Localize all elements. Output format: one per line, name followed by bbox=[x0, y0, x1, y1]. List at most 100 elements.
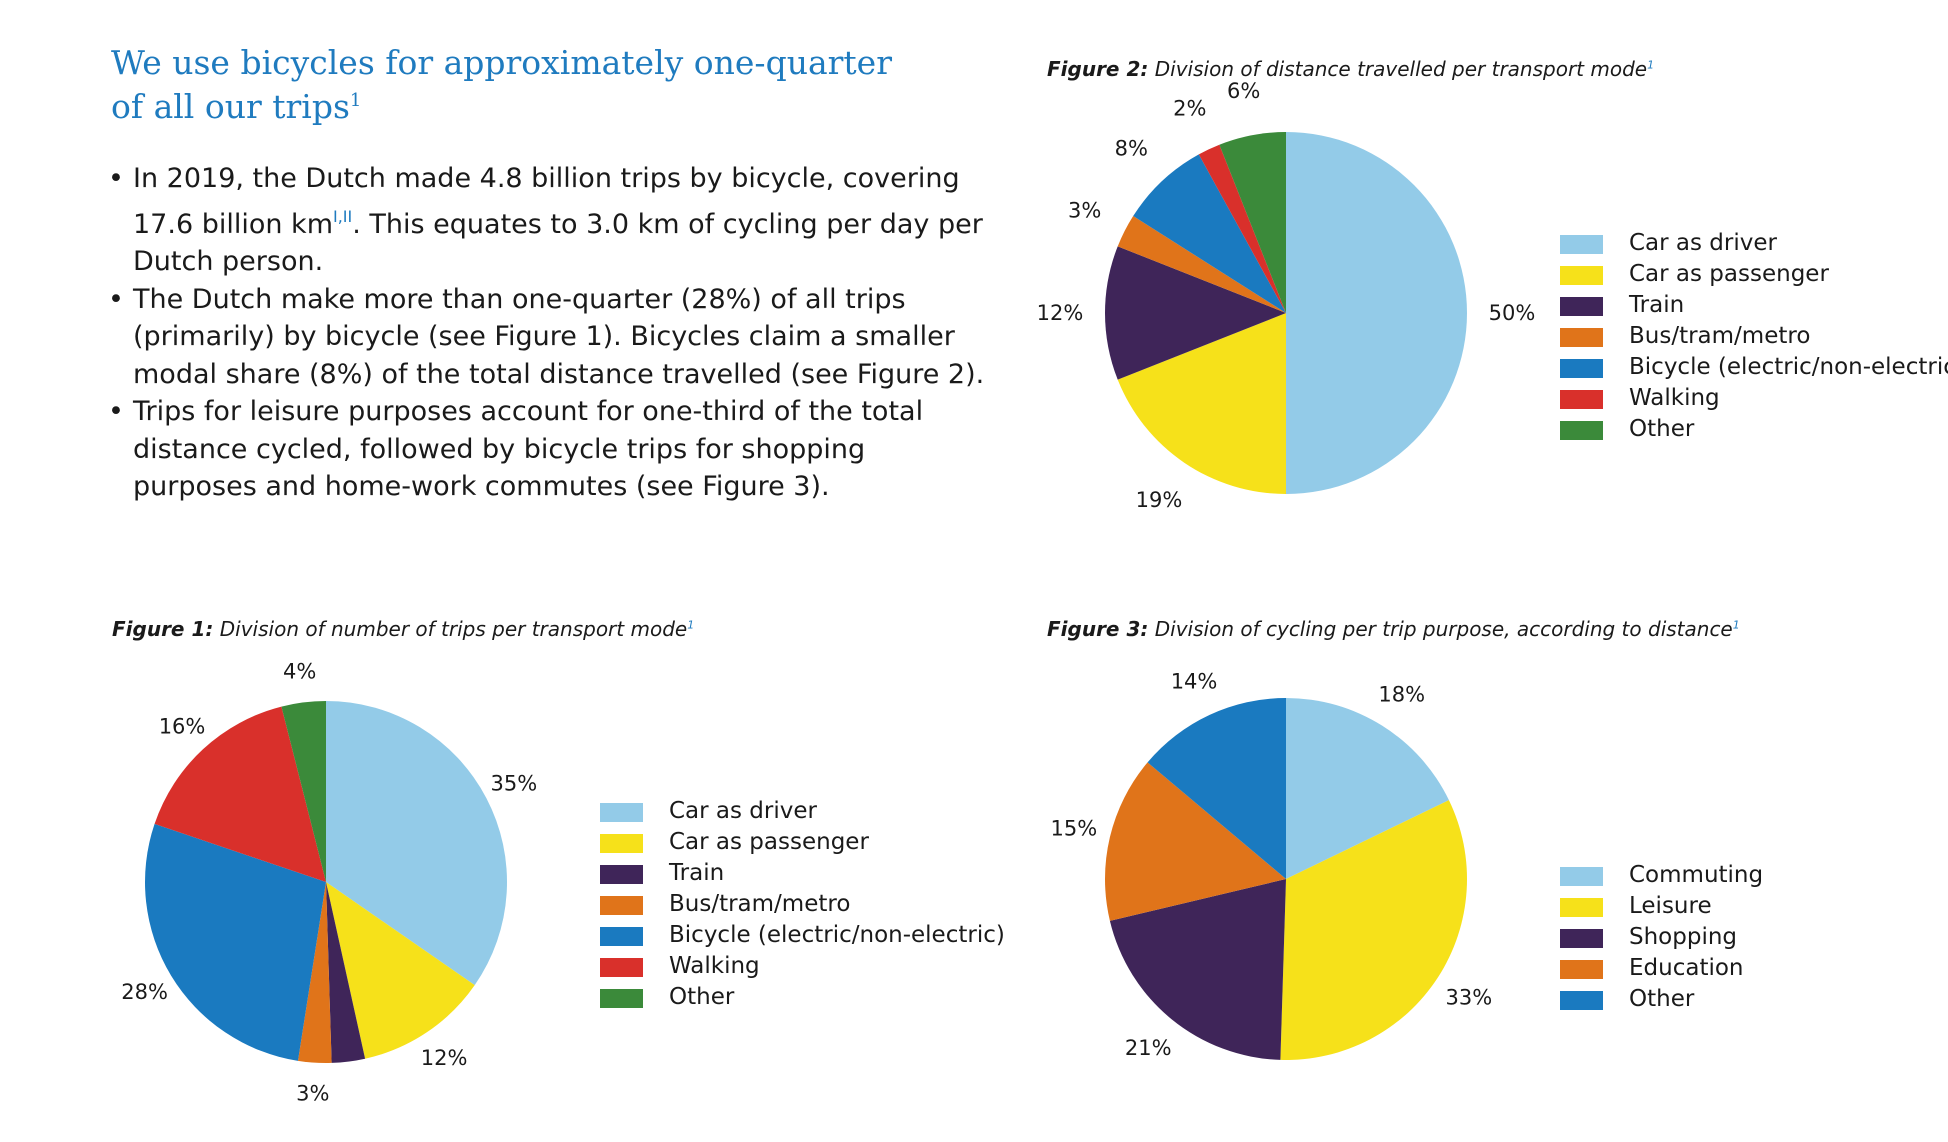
legend-item: Car as passenger bbox=[600, 827, 1005, 858]
data-label: 12% bbox=[1037, 301, 1084, 325]
data-label: 33% bbox=[1446, 986, 1493, 1010]
legend-swatch bbox=[1560, 297, 1603, 316]
key-facts-list: In 2019, the Dutch made 4.8 billion trip… bbox=[108, 160, 988, 506]
legend-swatch bbox=[1560, 867, 1603, 886]
legend-swatch bbox=[1560, 328, 1603, 347]
legend-item: Bus/tram/metro bbox=[600, 889, 1005, 920]
legend-swatch bbox=[1560, 898, 1603, 917]
pie-slice-other bbox=[1219, 132, 1286, 313]
legend-swatch bbox=[1560, 421, 1603, 440]
legend-item: Train bbox=[600, 858, 1005, 889]
figure-1-pie-chart: 35% 12% 3% 28% 16% 4% bbox=[121, 660, 537, 1106]
pie-slice-walking bbox=[1198, 144, 1286, 313]
legend-item: Walking bbox=[600, 951, 1005, 982]
legend-swatch bbox=[1560, 390, 1603, 409]
pie-slice-bicycle-electric-non-electric bbox=[1133, 154, 1286, 313]
legend-swatch bbox=[600, 896, 643, 915]
pie-slice-car-as-passenger bbox=[326, 882, 475, 1059]
legend-swatch bbox=[1560, 266, 1603, 285]
legend-label: Commuting bbox=[1629, 862, 1764, 888]
pie-slice-bicycle-electric-non-electric bbox=[144, 823, 326, 1061]
legend-item: Other bbox=[1560, 414, 1948, 445]
bullet-item: The Dutch make more than one-quarter (28… bbox=[108, 281, 988, 394]
data-label: 18% bbox=[1378, 682, 1425, 706]
legend-item: Bus/tram/metro bbox=[1560, 321, 1948, 352]
legend-swatch bbox=[1560, 359, 1603, 378]
legend-item: Other bbox=[1560, 984, 1763, 1015]
figure-2-legend: Car as driver Car as passenger Train Bus/tr… bbox=[1560, 228, 1948, 445]
pie-slice-train bbox=[326, 882, 366, 1063]
legend-label: Walking bbox=[669, 953, 760, 979]
pie-slice-car-as-driver bbox=[326, 701, 507, 986]
legend-label: Bicycle (electric/non-electric) bbox=[669, 922, 1005, 948]
footnote-ref[interactable]: I,II bbox=[333, 206, 353, 226]
legend-item: Car as driver bbox=[600, 796, 1005, 827]
data-label: 50% bbox=[1489, 301, 1536, 325]
data-label: 35% bbox=[490, 772, 537, 796]
data-label: 14% bbox=[1171, 669, 1218, 693]
legend-item: Shopping bbox=[1560, 922, 1763, 953]
bullet-item: Trips for leisure purposes account for o… bbox=[108, 393, 988, 506]
pie-slice-bus-tram-metro bbox=[1117, 216, 1286, 313]
legend-label: Education bbox=[1629, 955, 1744, 981]
pie-slice-car-as-driver bbox=[1286, 132, 1467, 494]
data-label: 3% bbox=[296, 1082, 329, 1106]
legend-item: Bicycle (electric/non-electric) bbox=[600, 920, 1005, 951]
data-label: 3% bbox=[1068, 198, 1101, 222]
legend-item: Bicycle (electric/non-electric) bbox=[1560, 352, 1948, 383]
pie-slice-other bbox=[281, 701, 326, 882]
legend-label: Walking bbox=[1629, 385, 1720, 411]
figure-3-caption: Figure 3: Division of cycling per trip p… bbox=[1047, 617, 1740, 641]
data-label: 12% bbox=[421, 1046, 468, 1070]
data-label: 8% bbox=[1115, 136, 1148, 160]
figure-2-pie-chart: 50% 19% 12% 3% 8% 2% 6% bbox=[1037, 79, 1536, 512]
pie-slice-commuting bbox=[1286, 698, 1449, 879]
legend-item: Education bbox=[1560, 953, 1763, 984]
pie-slice-train bbox=[1105, 246, 1286, 380]
figure-1-caption: Figure 1: Division of number of trips pe… bbox=[112, 617, 695, 641]
legend-label: Bus/tram/metro bbox=[1629, 323, 1811, 349]
legend-item: Other bbox=[600, 982, 1005, 1013]
pie-slice-leisure bbox=[1280, 800, 1467, 1060]
legend-item: Car as driver bbox=[1560, 228, 1948, 259]
legend-label: Shopping bbox=[1629, 924, 1738, 950]
pie-slice-car-as-passenger bbox=[1117, 313, 1286, 494]
data-label: 28% bbox=[121, 980, 168, 1004]
legend-swatch bbox=[1560, 991, 1603, 1010]
data-label: 4% bbox=[283, 660, 316, 684]
pie-slice-bus-tram-metro bbox=[297, 882, 332, 1063]
figure-3-pie-chart: 18% 33% 21% 15% 14% bbox=[1051, 669, 1493, 1060]
data-label: 16% bbox=[159, 714, 206, 738]
legend-label: Car as passenger bbox=[1629, 261, 1829, 287]
legend-label: Other bbox=[1629, 416, 1695, 442]
data-label: 2% bbox=[1173, 97, 1206, 121]
legend-label: Bus/tram/metro bbox=[669, 891, 851, 917]
bullet-item: In 2019, the Dutch made 4.8 billion trip… bbox=[108, 160, 988, 281]
pie-slice-other bbox=[1147, 698, 1286, 879]
legend-label: Car as passenger bbox=[669, 829, 869, 855]
pie-slice-education bbox=[1105, 762, 1286, 921]
legend-swatch bbox=[600, 803, 643, 822]
pie-slice-shopping bbox=[1109, 879, 1286, 1060]
legend-item: Walking bbox=[1560, 383, 1948, 414]
figure-3-legend: Commuting Leisure Shopping Education Other bbox=[1560, 860, 1763, 1015]
legend-label: Car as driver bbox=[1629, 230, 1777, 256]
legend-swatch bbox=[600, 865, 643, 884]
data-label: 15% bbox=[1051, 817, 1098, 841]
page-title: We use bicycles for approximately one-qu… bbox=[111, 43, 892, 126]
legend-swatch bbox=[1560, 929, 1603, 948]
legend-label: Car as driver bbox=[669, 798, 817, 824]
legend-swatch bbox=[1560, 960, 1603, 979]
data-label: 19% bbox=[1136, 488, 1183, 512]
legend-label: Other bbox=[1629, 986, 1695, 1012]
legend-label: Leisure bbox=[1629, 893, 1712, 919]
pie-slice-walking bbox=[154, 706, 326, 882]
data-label: 21% bbox=[1125, 1036, 1172, 1060]
figure-2-caption: Figure 2: Division of distance travelled… bbox=[1047, 57, 1655, 81]
legend-label: Bicycle (electric/non-electric) bbox=[1629, 354, 1948, 380]
legend-swatch bbox=[600, 927, 643, 946]
data-label: 6% bbox=[1227, 79, 1260, 103]
footnote-ref: 1 bbox=[349, 90, 362, 111]
legend-item: Train bbox=[1560, 290, 1948, 321]
legend-swatch bbox=[600, 989, 643, 1008]
